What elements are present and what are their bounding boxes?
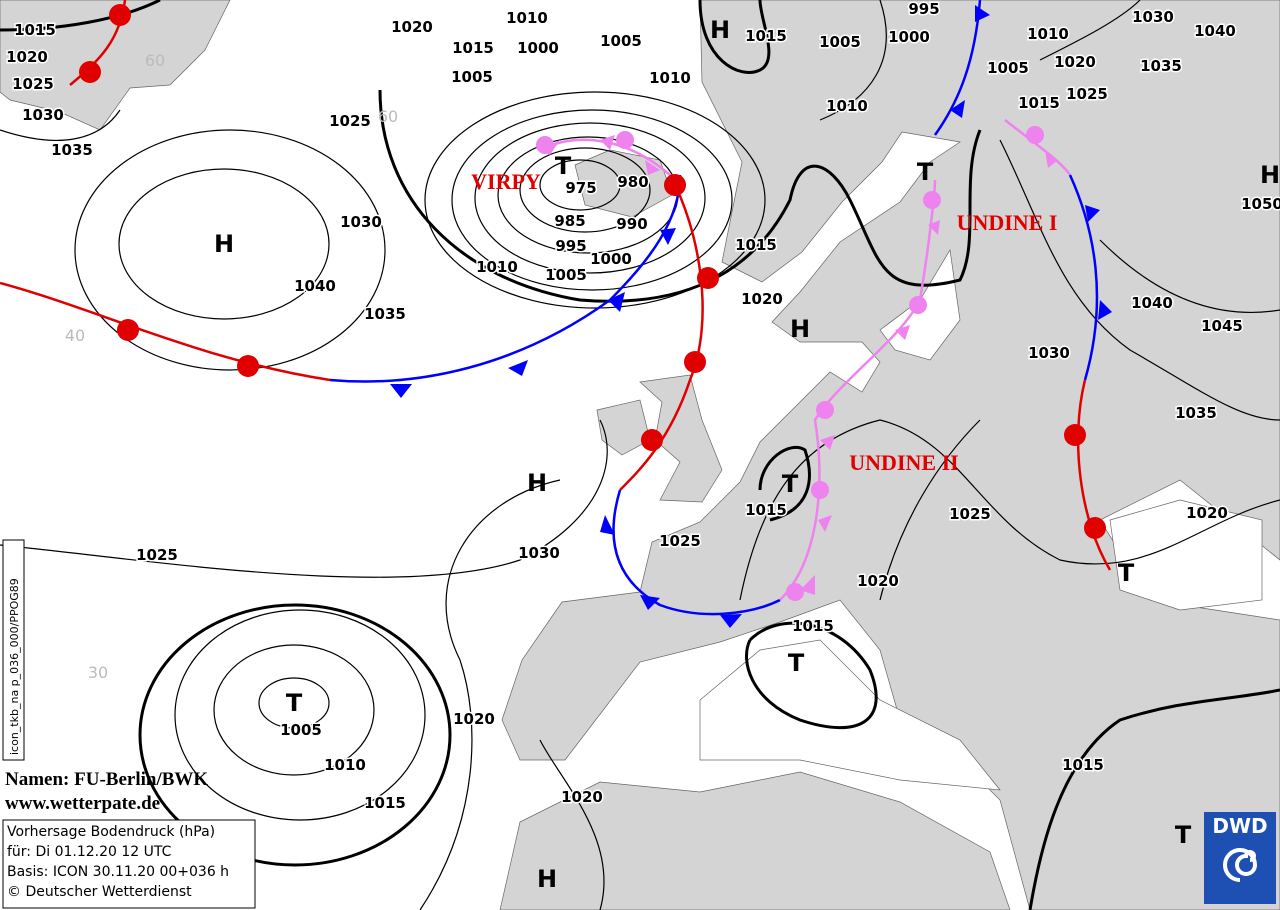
isobar-label: 1010 xyxy=(826,97,868,115)
isobar-label: 1020 xyxy=(1054,53,1096,71)
isobar-label: 1020 xyxy=(1186,504,1228,522)
info-line: Vorhersage Bodendruck (hPa) xyxy=(7,824,215,840)
isobar-label: 1010 xyxy=(506,9,548,27)
isobar-label: 1030 xyxy=(22,106,64,124)
isobar-label: 1015 xyxy=(452,39,494,57)
grid-label: 40 xyxy=(65,326,85,345)
isobar-label: 1015 xyxy=(1062,756,1104,774)
front-name: VIRPY xyxy=(471,169,541,194)
isobar-label: 1005 xyxy=(545,266,587,284)
grid-label: 60 xyxy=(378,107,398,126)
grid-label: 30 xyxy=(88,663,108,682)
isobar-label: 1010 xyxy=(324,756,366,774)
isobar-label: 1000 xyxy=(888,28,930,46)
isobar-label: 975 xyxy=(565,179,596,197)
isobar-label: 1015 xyxy=(1018,94,1060,112)
info-line: © Deutscher Wetterdienst xyxy=(7,884,192,900)
pressure-center: T xyxy=(555,152,572,180)
isobar-label: 1035 xyxy=(1140,57,1182,75)
isobar-label: 1045 xyxy=(1201,317,1243,335)
code-box xyxy=(2,539,25,761)
isobar-label: 1000 xyxy=(590,250,632,268)
isobar-label: 1015 xyxy=(792,617,834,635)
info-box xyxy=(2,819,256,909)
info-line: Basis: ICON 30.11.20 00+036 h xyxy=(7,864,229,880)
isobar-label: 1005 xyxy=(987,59,1029,77)
pressure-center: H xyxy=(710,16,730,44)
info-line: für: Di 01.12.20 12 UTC xyxy=(7,844,172,860)
front-name: UNDINE II xyxy=(849,450,958,475)
pressure-center: T xyxy=(788,649,805,677)
pressure-center: T xyxy=(286,689,303,717)
isobar-label: 1025 xyxy=(136,546,178,564)
isobar-label: 1025 xyxy=(949,505,991,523)
isobar-label: 1005 xyxy=(819,33,861,51)
pressure-center: H xyxy=(214,230,234,258)
isobar-label: 1005 xyxy=(451,68,493,86)
isobar-label: 1040 xyxy=(1194,22,1236,40)
isobar-label: 1010 xyxy=(1027,25,1069,43)
front-symbols xyxy=(79,4,1112,628)
isobar-label: 1015 xyxy=(745,501,787,519)
isobar-label: 1040 xyxy=(1131,294,1173,312)
logo: DWD xyxy=(1212,814,1267,838)
credit: www.wetterpate.de xyxy=(5,793,160,814)
isobar-label: 1040 xyxy=(294,277,336,295)
isobar-label: 1025 xyxy=(1066,85,1108,103)
isobar-label: 990 xyxy=(616,215,647,233)
isobar-label: 1015 xyxy=(364,794,406,812)
front-name: UNDINE I xyxy=(957,210,1058,235)
isobar-label: 1010 xyxy=(476,258,518,276)
fronts xyxy=(0,0,1112,616)
isobar-label: 1030 xyxy=(1028,344,1070,362)
isobar-label: 1030 xyxy=(518,544,560,562)
isobar-label: 1035 xyxy=(364,305,406,323)
credit: Namen: FU-Berlin/BWK xyxy=(5,769,208,790)
isobar-label: 1025 xyxy=(659,532,701,550)
isobar-label: 1030 xyxy=(340,213,382,231)
isobar-label: 1020 xyxy=(391,18,433,36)
grid-label: 60 xyxy=(145,51,165,70)
isobar-label: 1030 xyxy=(1132,8,1174,26)
pressure-center: H xyxy=(1260,161,1280,189)
isobar-label: 1015 xyxy=(735,236,777,254)
isobar-label: 995 xyxy=(908,0,939,18)
isobar-label: 1050 xyxy=(1241,195,1280,213)
pressure-center: T xyxy=(782,470,799,498)
logo-swirl xyxy=(1223,848,1258,882)
pressure-center: T xyxy=(917,158,934,186)
isobar-label: 1015 xyxy=(14,21,56,39)
isobar-label: 1025 xyxy=(12,75,54,93)
isobar-label: 1015 xyxy=(745,27,787,45)
isobar-label: 1035 xyxy=(51,141,93,159)
isobar-label: 1020 xyxy=(741,290,783,308)
isobar-label: 1020 xyxy=(561,788,603,806)
isobar-label: 980 xyxy=(617,173,648,191)
isobar-label: 1020 xyxy=(857,572,899,590)
isobar-label: 1000 xyxy=(517,39,559,57)
isobar-label: 985 xyxy=(554,212,585,230)
isobar-label: 1005 xyxy=(600,32,642,50)
isobar-label: 1035 xyxy=(1175,404,1217,422)
pressure-center: H xyxy=(527,469,547,497)
isobar-label: 1010 xyxy=(649,69,691,87)
product-code: icon_tkb_na p_036_000/PPOG89 xyxy=(8,578,21,755)
isobar-label: 1005 xyxy=(280,721,322,739)
pressure-center: H xyxy=(537,865,557,893)
pressure-center: T xyxy=(1175,821,1192,849)
isobar-label: 995 xyxy=(555,237,586,255)
isobar-label: 1025 xyxy=(329,112,371,130)
isobar-label: 1020 xyxy=(453,710,495,728)
pressure-center: T xyxy=(1118,559,1135,587)
pressure-center: H xyxy=(790,315,810,343)
isobar-label: 1020 xyxy=(6,48,48,66)
